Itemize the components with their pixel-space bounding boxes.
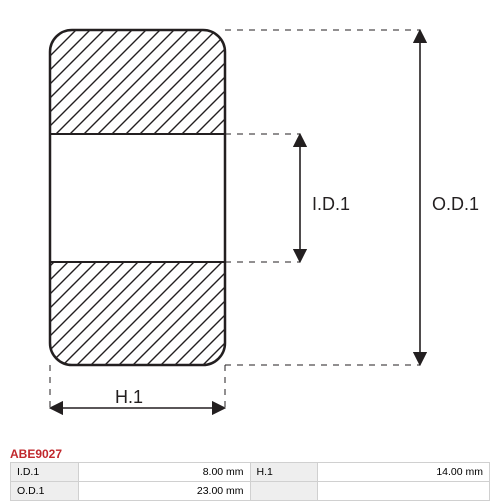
page: O.D.1 I.D.1 H.1 ABE9027 I.D.1 8.00 mm H.… [0, 0, 500, 500]
label-id1: I.D.1 [312, 194, 350, 214]
label-od1: O.D.1 [432, 194, 479, 214]
spec-table: I.D.1 8.00 mm H.1 14.00 mm O.D.1 23.00 m… [10, 462, 490, 501]
cell-value: 8.00 mm [78, 463, 250, 482]
table-row: O.D.1 23.00 mm [11, 482, 490, 501]
label-h1: H.1 [115, 387, 143, 407]
cell-value: 23.00 mm [78, 482, 250, 501]
cell-key: O.D.1 [11, 482, 79, 501]
cell-value [318, 482, 490, 501]
part-code: ABE9027 [10, 447, 62, 461]
section-drawing: O.D.1 I.D.1 H.1 [0, 0, 500, 445]
cell-key: H.1 [250, 463, 318, 482]
cell-key: I.D.1 [11, 463, 79, 482]
cell-value: 14.00 mm [318, 463, 490, 482]
cell-key [250, 482, 318, 501]
table-row: I.D.1 8.00 mm H.1 14.00 mm [11, 463, 490, 482]
